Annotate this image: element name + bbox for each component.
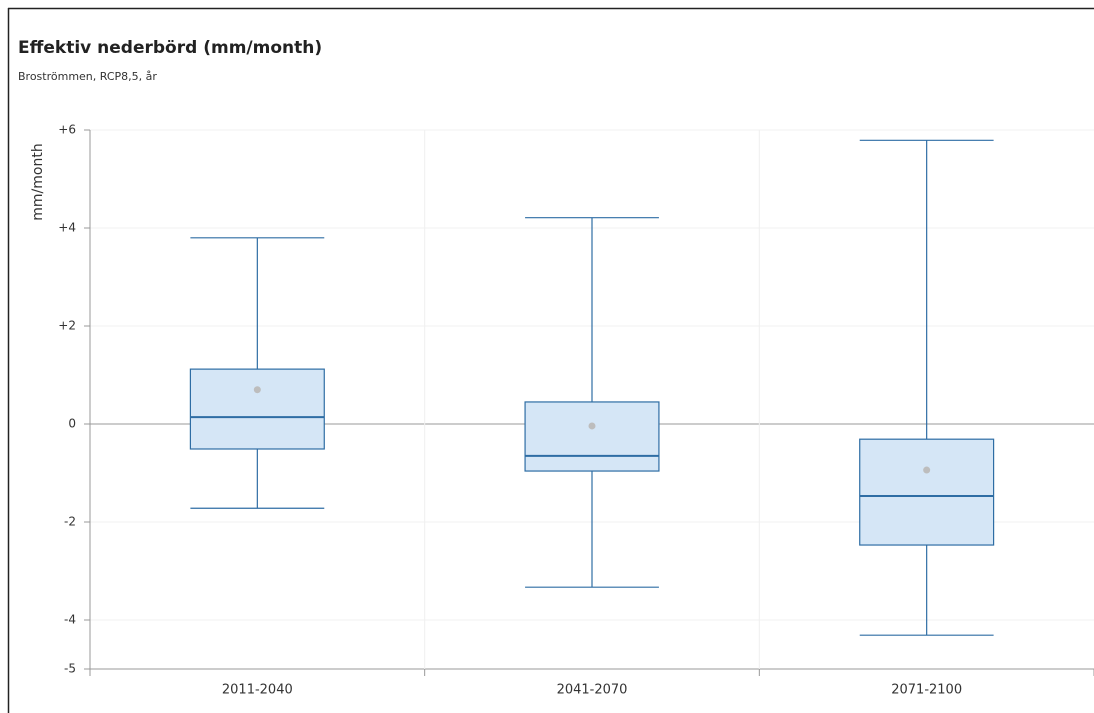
y-tick-label: +2 <box>58 319 76 333</box>
box <box>524 401 660 472</box>
y-axis-label: mm/month <box>30 143 46 220</box>
box <box>859 438 995 546</box>
y-tick-label: +6 <box>58 123 76 137</box>
y-tick-label: -5 <box>64 662 76 676</box>
box <box>189 368 325 450</box>
chart-title: Effektiv nederbörd (mm/month) <box>18 38 322 58</box>
x-tick-label: 2071-2100 <box>891 683 962 698</box>
x-tick-label: 2011-2040 <box>222 683 293 698</box>
chart-subtitle: Broströmmen, RCP8,5, år <box>18 70 157 83</box>
y-tick-label: -4 <box>64 613 76 627</box>
y-tick-label: +4 <box>58 221 76 235</box>
y-tick-label: -2 <box>64 515 76 529</box>
x-tick-label: 2041-2070 <box>557 683 628 698</box>
mean-dot <box>588 422 596 430</box>
mean-dot <box>253 386 261 394</box>
y-tick-label: 0 <box>68 417 76 431</box>
mean-dot <box>923 466 931 474</box>
